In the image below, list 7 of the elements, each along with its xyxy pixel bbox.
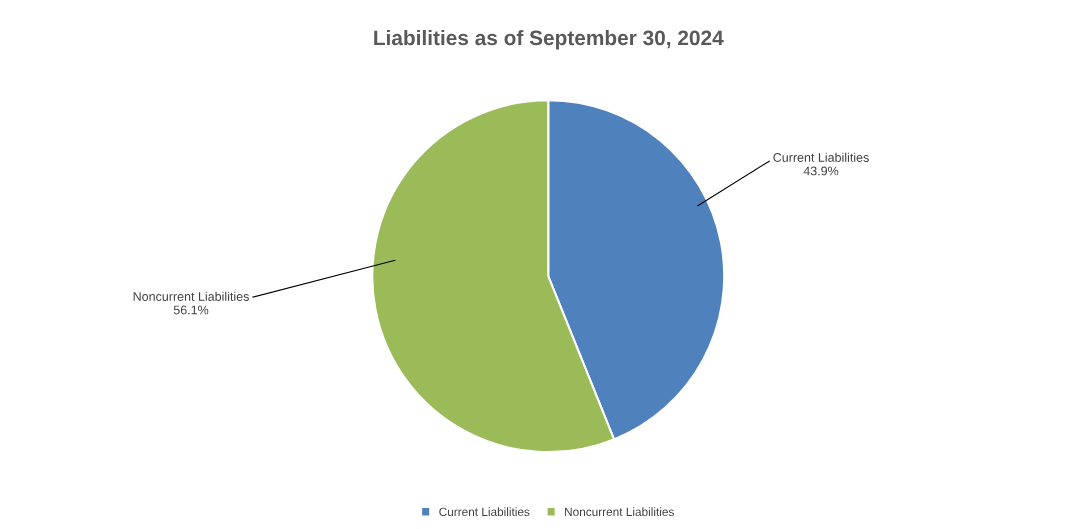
chart-title: Liabilities as of September 30, 2024 bbox=[374, 29, 724, 50]
legend-label: Noncurrent Liabilities bbox=[565, 507, 674, 517]
slice-label: Noncurrent Liabilities bbox=[133, 291, 249, 301]
data-label: 56.1% bbox=[173, 305, 209, 315]
legend-label: Current Liabilities bbox=[439, 507, 530, 517]
slice-label: Current Liabilities bbox=[773, 152, 869, 162]
data-label: 43.9% bbox=[803, 166, 839, 176]
